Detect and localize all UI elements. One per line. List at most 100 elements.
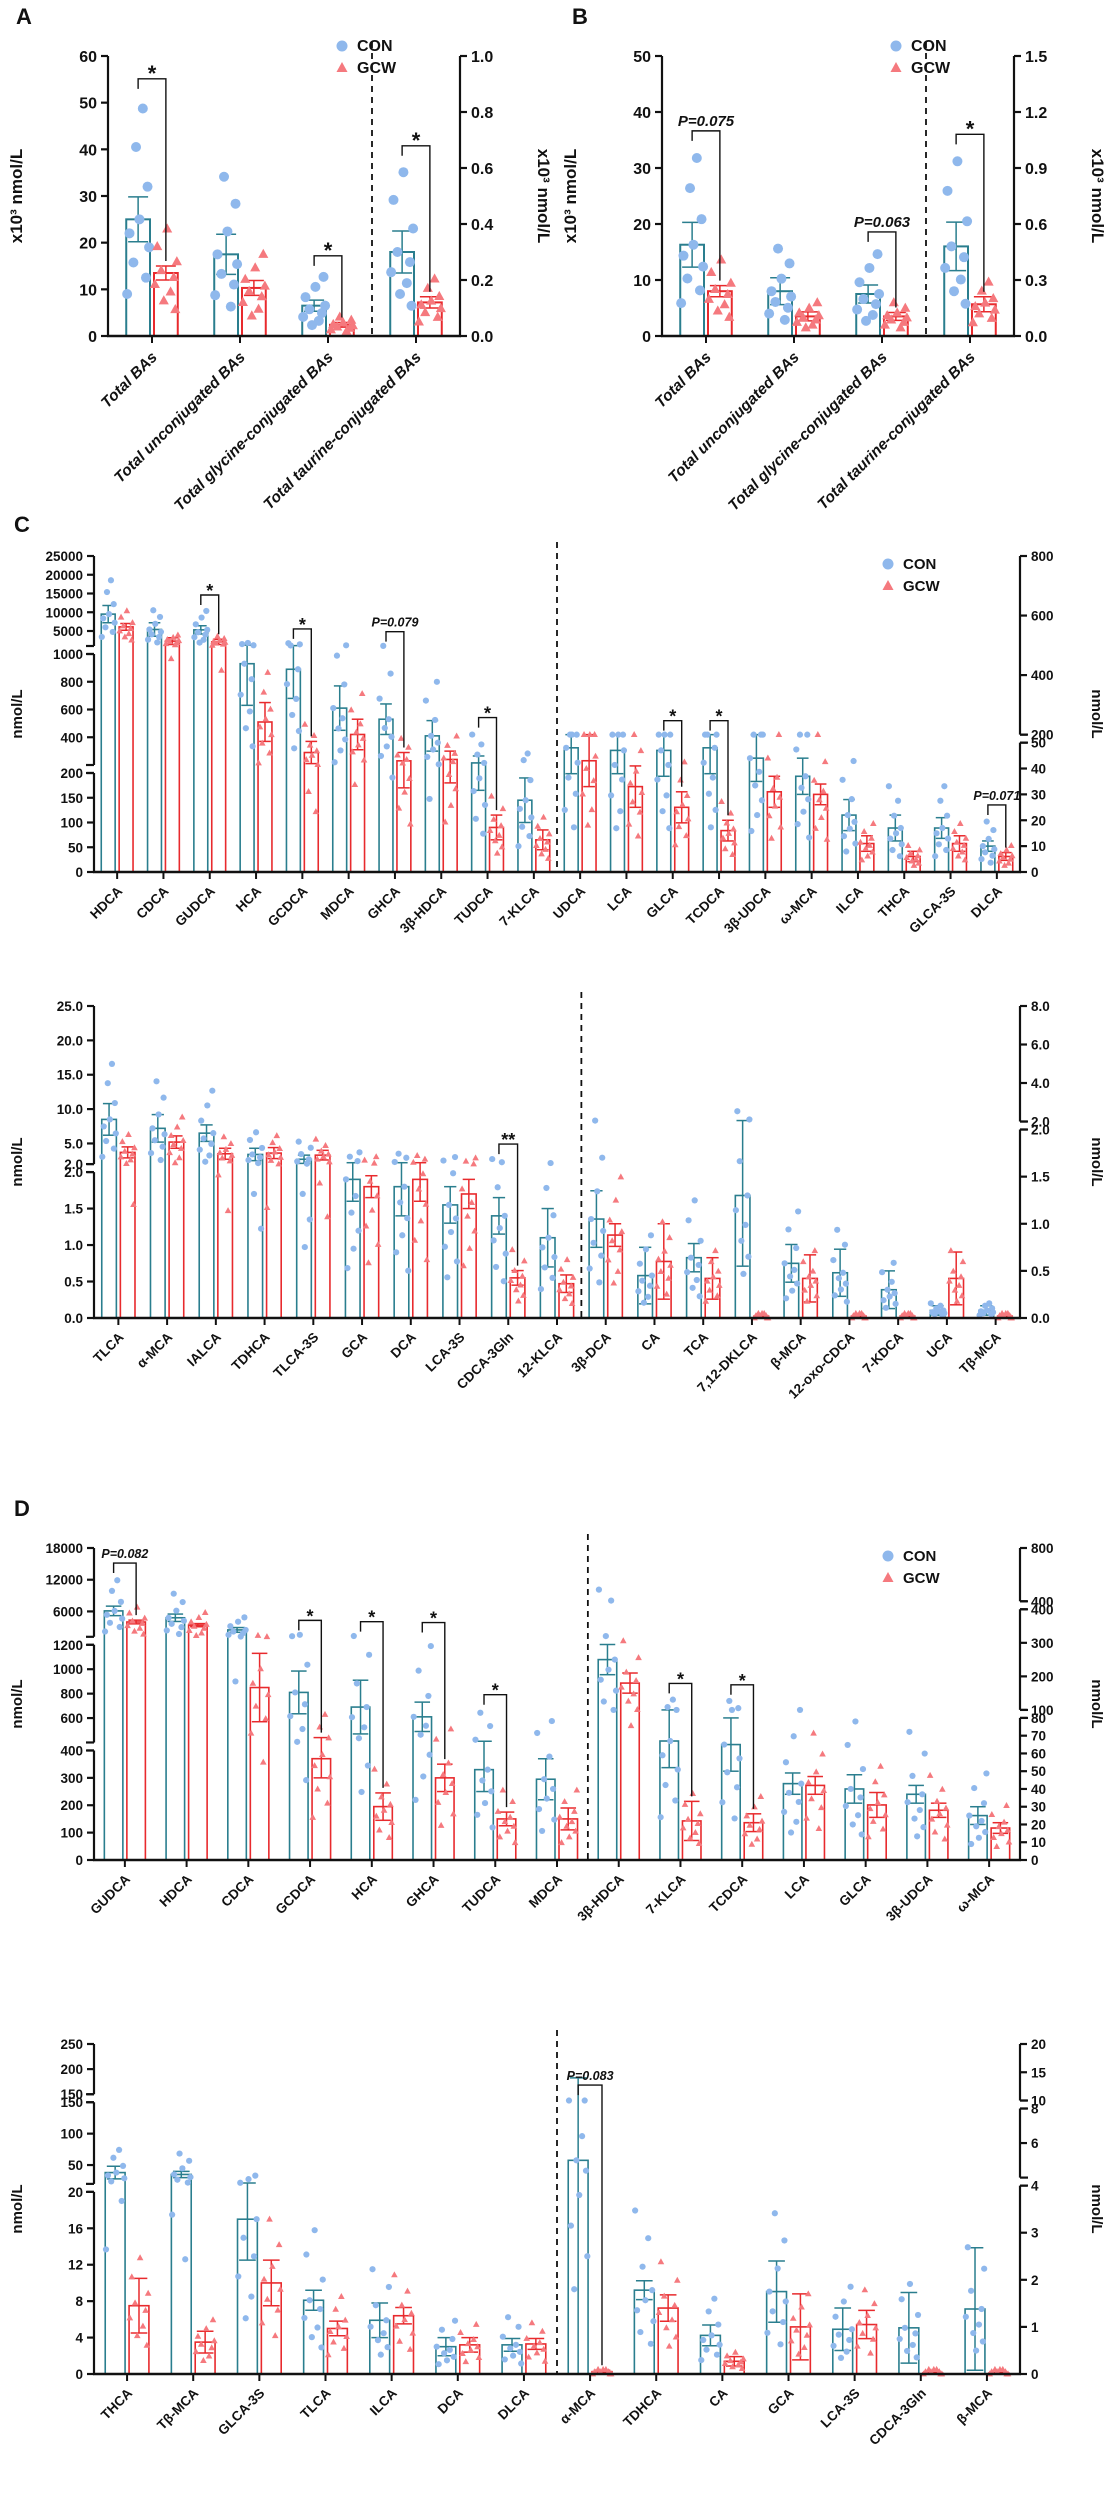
con-point (548, 1717, 555, 1725)
con-point (433, 678, 440, 685)
con-point (103, 1137, 110, 1145)
con-point (422, 697, 429, 704)
con-point (157, 1156, 164, 1164)
con-point (527, 777, 534, 784)
gcw-point (580, 731, 588, 738)
gcw-point (123, 607, 131, 614)
panel-c-bottom-bar-chart: ** TLCA α-MCA IALCA TDHCA TLCA-3S GCA DCA LCA-3S… (0, 992, 1108, 1450)
con-point (147, 1149, 155, 1157)
category-label: ω-MCA (776, 883, 820, 927)
category-label: Total taurine-conjugated BAs (814, 349, 979, 514)
significance-bracket (359, 1620, 384, 1788)
category-label: TLCA (298, 2385, 334, 2421)
category-label: TCA (681, 1329, 711, 1359)
con-point (940, 262, 951, 273)
gcw-point (791, 316, 802, 326)
gcw-point (194, 2332, 202, 2339)
con-point (108, 1060, 116, 1068)
axis-tick-label: 100 (1031, 1703, 1054, 1718)
con-point (929, 1309, 936, 1316)
gcw-point (462, 1157, 470, 1164)
category-label: GLCA-3S (215, 2386, 268, 2439)
gcw-point (256, 723, 264, 730)
axis-tick-label: 10 (1031, 839, 1046, 854)
panel-a-label: A (16, 4, 32, 29)
gcw-point (385, 1833, 393, 1840)
gcw-point (521, 1257, 528, 1264)
gcw-point (368, 1206, 376, 1213)
con-point (784, 258, 795, 269)
con-point (380, 642, 387, 649)
gcw-point (490, 815, 498, 822)
gcw-point (956, 820, 964, 826)
gcw-point (731, 839, 738, 846)
gcw-point (525, 2353, 532, 2360)
gcw-point (606, 1216, 614, 1223)
con-point (304, 304, 315, 315)
con-point (449, 2335, 456, 2343)
con-point (655, 731, 662, 738)
gcw-point (440, 754, 448, 761)
gcw-point (501, 1818, 509, 1825)
con-point (852, 1718, 859, 1725)
con-point (673, 1706, 680, 1714)
con-point (119, 2162, 127, 2169)
con-point (319, 2276, 326, 2283)
con-point (102, 2246, 110, 2253)
con-point (806, 834, 813, 841)
con-point (348, 1209, 355, 1216)
con-point (478, 741, 485, 748)
con-point (800, 808, 807, 815)
axis-tick-label: 1.2 (1025, 105, 1047, 122)
con-bar (378, 718, 394, 873)
con-point (913, 2354, 920, 2361)
con-bar (165, 1616, 186, 1861)
gcw-point (989, 304, 1000, 314)
gcw-point (447, 801, 455, 808)
con-point (991, 846, 998, 853)
con-point (509, 2352, 517, 2359)
axis-tick-label: 0.5 (1031, 1264, 1050, 1279)
con-point (605, 1666, 612, 1673)
gcw-point (267, 705, 274, 712)
con-point (612, 1687, 620, 1694)
con-point (595, 1586, 603, 1593)
con-point (704, 731, 711, 738)
gcw-point (943, 1821, 951, 1828)
con-point (709, 774, 716, 781)
con-point (244, 639, 251, 647)
con-point (857, 1794, 864, 1801)
con-point (724, 1769, 731, 1776)
con-point (886, 1293, 893, 1300)
con-point (232, 259, 243, 270)
gcw-point (493, 849, 501, 856)
con-point (301, 2314, 308, 2322)
con-point (161, 1131, 168, 1138)
con-point (738, 1237, 745, 1244)
gcw-point (663, 1290, 670, 1297)
con-point (841, 1241, 849, 1248)
axis-tick-label: 1.5 (1031, 1170, 1050, 1185)
gcw-point (314, 760, 322, 767)
con-point (356, 1149, 363, 1156)
axis-tick-label: 10 (1031, 1835, 1046, 1850)
gcw-point (729, 2363, 736, 2370)
gcw-point (343, 2333, 350, 2340)
axis-tick-label: 400 (60, 730, 83, 745)
con-point (985, 835, 992, 842)
gcw-point (506, 1813, 514, 1820)
gcw-point (665, 2342, 673, 2349)
con-point (975, 1834, 982, 1841)
con-point (678, 250, 689, 261)
con-point (830, 2342, 837, 2349)
con-point (949, 286, 960, 297)
con-point (713, 731, 720, 738)
con-point (691, 153, 702, 164)
con-point (832, 2313, 839, 2320)
con-point (240, 2234, 247, 2241)
gcw-bar (217, 1152, 234, 1319)
right-axis-label: x10³ nmol/L (534, 149, 553, 243)
gcw-point (252, 1702, 260, 1709)
gcw-bar (126, 1621, 147, 1861)
axis-tick-label: 20 (633, 217, 651, 234)
